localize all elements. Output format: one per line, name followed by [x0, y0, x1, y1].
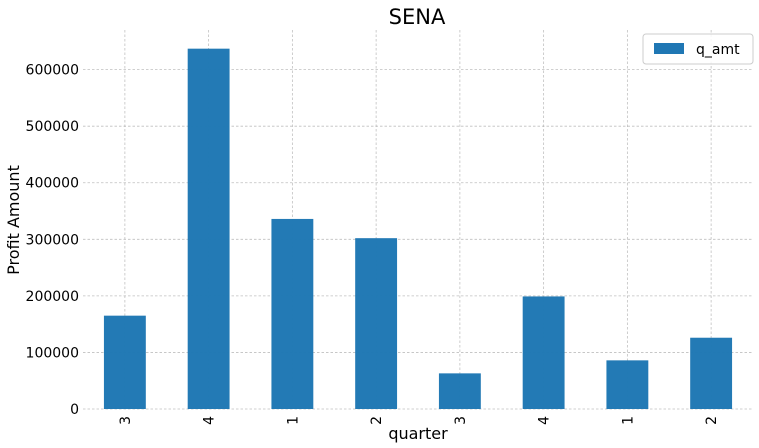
bar [606, 360, 649, 409]
bar [522, 296, 565, 409]
x-tick-label: 4 [537, 416, 553, 425]
x-tick-label: 1 [285, 416, 301, 425]
x-tick-label: 4 [202, 416, 218, 425]
bars [103, 48, 733, 409]
x-tick-label: 1 [620, 416, 636, 425]
bar [103, 315, 146, 409]
y-axis-label: Profit Amount [4, 165, 23, 275]
x-tick-label: 2 [369, 416, 385, 425]
chart-title: SENA [389, 5, 446, 29]
bar [355, 238, 398, 409]
y-tick-label: 500000 [26, 119, 79, 135]
y-tick-label: 100000 [26, 345, 79, 361]
grid [83, 30, 753, 410]
bar [187, 48, 230, 409]
y-tick-label: 0 [70, 402, 79, 418]
legend: q_amt [642, 33, 754, 65]
y-tick-label: 200000 [26, 289, 79, 305]
x-tick-label: 2 [704, 416, 720, 425]
x-axis-label: quarter [388, 424, 448, 443]
x-axis-ticks: 3 4 1 2 3 4 1 2 [118, 416, 720, 425]
y-axis-ticks: 0 100000 200000 300000 400000 500000 600000 [26, 63, 79, 418]
legend-swatch [654, 43, 684, 54]
x-tick-label: 3 [118, 416, 134, 425]
legend-frame [642, 33, 754, 65]
bar [438, 373, 481, 409]
y-tick-label: 400000 [26, 176, 79, 192]
y-tick-label: 600000 [26, 63, 79, 79]
bar [690, 337, 733, 409]
legend-label: q_amt [696, 42, 740, 58]
x-tick-label: 3 [453, 416, 469, 425]
y-tick-label: 300000 [26, 232, 79, 248]
bar [271, 218, 314, 409]
